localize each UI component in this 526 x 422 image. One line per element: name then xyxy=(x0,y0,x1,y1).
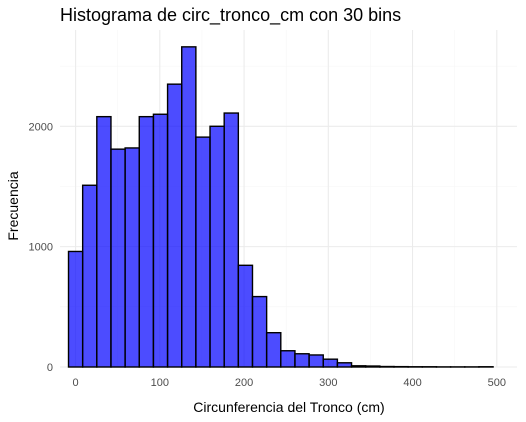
histogram-bar xyxy=(223,112,240,368)
x-axis-title: Circunferencia del Tronco (cm) xyxy=(193,399,384,415)
y-axis-ticks: 0 1000 2000 xyxy=(29,121,53,374)
histogram-bar xyxy=(308,354,324,368)
y-tick-label: 2000 xyxy=(29,121,53,133)
histogram-bar xyxy=(209,125,225,368)
histogram-bar xyxy=(280,350,296,368)
histogram-bars xyxy=(67,46,494,368)
x-tick-label: 500 xyxy=(488,377,506,389)
y-tick-label: 1000 xyxy=(29,242,53,254)
histogram-bar xyxy=(166,83,183,368)
histogram-bar xyxy=(124,147,140,368)
x-tick-label: 300 xyxy=(319,377,337,389)
x-tick-label: 400 xyxy=(403,377,421,389)
histogram-bar xyxy=(350,365,367,368)
histogram-bar xyxy=(251,295,268,368)
x-axis-ticks: 0 100 200 300 400 500 xyxy=(73,377,506,389)
histogram-bar xyxy=(265,331,282,368)
y-axis-title: Frecuencia xyxy=(5,171,21,240)
x-tick-label: 0 xyxy=(73,377,79,389)
histogram-bar xyxy=(67,250,84,368)
histogram-bar xyxy=(96,115,112,368)
x-tick-label: 200 xyxy=(235,377,253,389)
histogram-bar xyxy=(81,184,98,368)
x-tick-label: 100 xyxy=(151,377,169,389)
histogram-bar xyxy=(110,148,126,368)
y-tick-label: 0 xyxy=(47,362,53,374)
histogram-bar xyxy=(237,264,254,368)
histogram-bar xyxy=(195,136,211,368)
histogram-bar xyxy=(138,115,155,368)
histogram-bar xyxy=(294,353,310,368)
histogram-bar xyxy=(365,365,381,368)
histogram-bar xyxy=(336,362,353,368)
chart-title: Histograma de circ_tronco_cm con 30 bins xyxy=(60,5,401,26)
histogram-bar xyxy=(181,46,197,368)
histogram-bar xyxy=(152,113,169,368)
histogram-bar xyxy=(322,358,339,368)
